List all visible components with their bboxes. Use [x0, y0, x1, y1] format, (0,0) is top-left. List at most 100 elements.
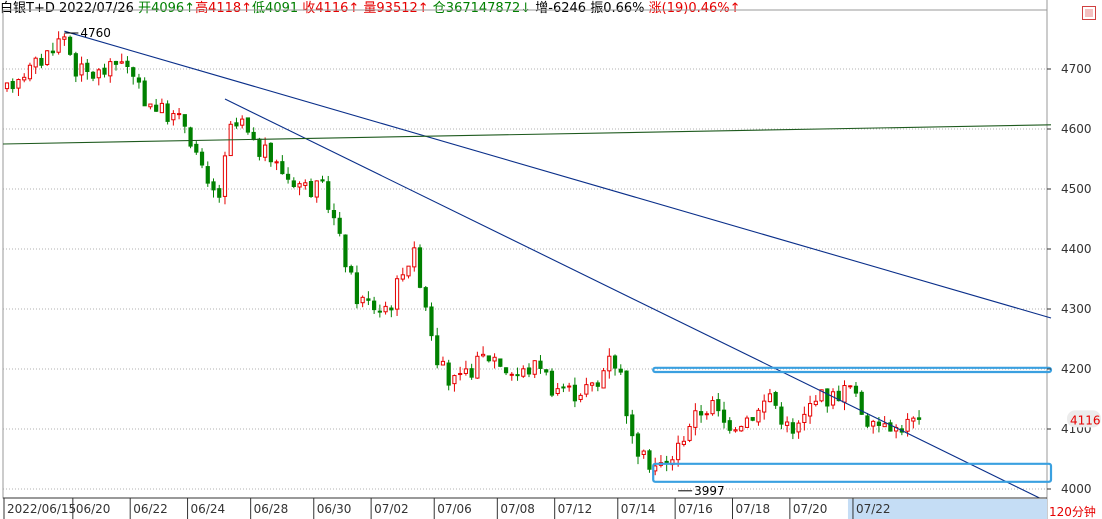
candle-body	[830, 391, 836, 406]
candle-body	[601, 370, 606, 389]
candle	[458, 366, 463, 381]
candle	[779, 402, 784, 430]
candle-body	[584, 384, 589, 395]
candle	[297, 181, 302, 196]
candle	[492, 353, 497, 369]
candle	[383, 301, 388, 315]
candles-group	[4, 31, 922, 476]
candle	[802, 406, 807, 431]
annotation-label: 4760	[80, 26, 111, 40]
candle	[280, 155, 285, 175]
candle	[463, 360, 469, 376]
candle	[544, 369, 549, 376]
high-value: 高4118↑	[195, 1, 253, 16]
candle-body	[727, 420, 732, 431]
candle-body	[217, 188, 222, 198]
candle-body	[222, 155, 228, 197]
candle-body	[113, 60, 119, 65]
candle	[154, 98, 159, 112]
x-tick-label: 06/22	[133, 502, 168, 516]
candle-body	[509, 373, 514, 376]
candle-body	[79, 63, 84, 76]
candle	[721, 401, 727, 429]
candle	[108, 58, 113, 83]
window-restore-icon[interactable]	[1082, 6, 1096, 20]
candle-body	[96, 69, 101, 79]
candle-body	[807, 403, 813, 417]
candle	[830, 388, 836, 410]
candle	[326, 175, 331, 214]
candle	[33, 56, 38, 74]
candle	[412, 241, 417, 272]
volume-value: 量93512↑	[363, 1, 429, 16]
candle-body	[165, 103, 170, 122]
last-price-label: 4116	[1070, 413, 1101, 427]
candle-body	[876, 421, 882, 426]
candle	[234, 117, 239, 129]
candle	[113, 60, 119, 71]
candle-body	[320, 179, 325, 182]
candle-body	[486, 355, 491, 362]
candle-body	[630, 414, 635, 437]
candle	[905, 413, 910, 437]
candle	[756, 408, 761, 426]
candle	[331, 203, 337, 226]
candle	[354, 265, 360, 309]
candle-body	[394, 278, 400, 310]
candle-body	[119, 61, 124, 64]
candle	[268, 142, 273, 167]
candle-body	[343, 234, 348, 268]
candle-body	[492, 356, 497, 362]
candle	[578, 393, 583, 403]
candle-body	[108, 61, 113, 77]
close-value: 收4116↑	[302, 1, 360, 16]
candle-body	[85, 62, 90, 72]
candle	[102, 63, 107, 78]
candle-body	[756, 409, 761, 423]
candle-body	[612, 355, 618, 369]
candle	[211, 178, 216, 198]
candle	[727, 417, 732, 434]
candle-body	[859, 391, 864, 415]
candle-body	[693, 410, 698, 428]
candle	[561, 383, 566, 393]
candle-body	[836, 390, 841, 402]
range-box	[652, 366, 1053, 374]
candle	[532, 360, 537, 379]
candle-body	[452, 375, 457, 385]
candle-body	[90, 71, 96, 79]
candle	[647, 449, 652, 473]
candle	[871, 419, 876, 434]
candle	[555, 383, 560, 396]
candle	[911, 416, 916, 429]
candle-body	[291, 180, 296, 187]
candle	[73, 51, 78, 83]
support-line	[2, 124, 1052, 145]
candle-body	[234, 122, 239, 127]
candle-body	[762, 400, 767, 413]
candle	[698, 405, 704, 423]
candle-body	[526, 367, 532, 375]
candle-body	[188, 127, 193, 147]
candle-body	[744, 417, 750, 428]
candle-body	[423, 287, 428, 308]
candle	[538, 355, 543, 374]
candle	[440, 356, 446, 366]
candle	[630, 409, 635, 444]
candle-body	[607, 355, 612, 372]
candle-body	[417, 247, 423, 288]
candle	[567, 382, 572, 392]
candle	[704, 411, 709, 420]
candle-body	[142, 80, 147, 107]
candle-body	[549, 370, 555, 396]
candle	[469, 363, 474, 380]
candle-body	[73, 53, 78, 77]
candle-body	[429, 306, 434, 337]
candle	[481, 346, 486, 358]
x-tick-label: 07/06	[437, 502, 472, 516]
candle	[308, 178, 314, 198]
candle	[360, 295, 365, 308]
candle-body	[532, 360, 537, 375]
candle	[16, 78, 21, 96]
candle-body	[618, 368, 623, 373]
